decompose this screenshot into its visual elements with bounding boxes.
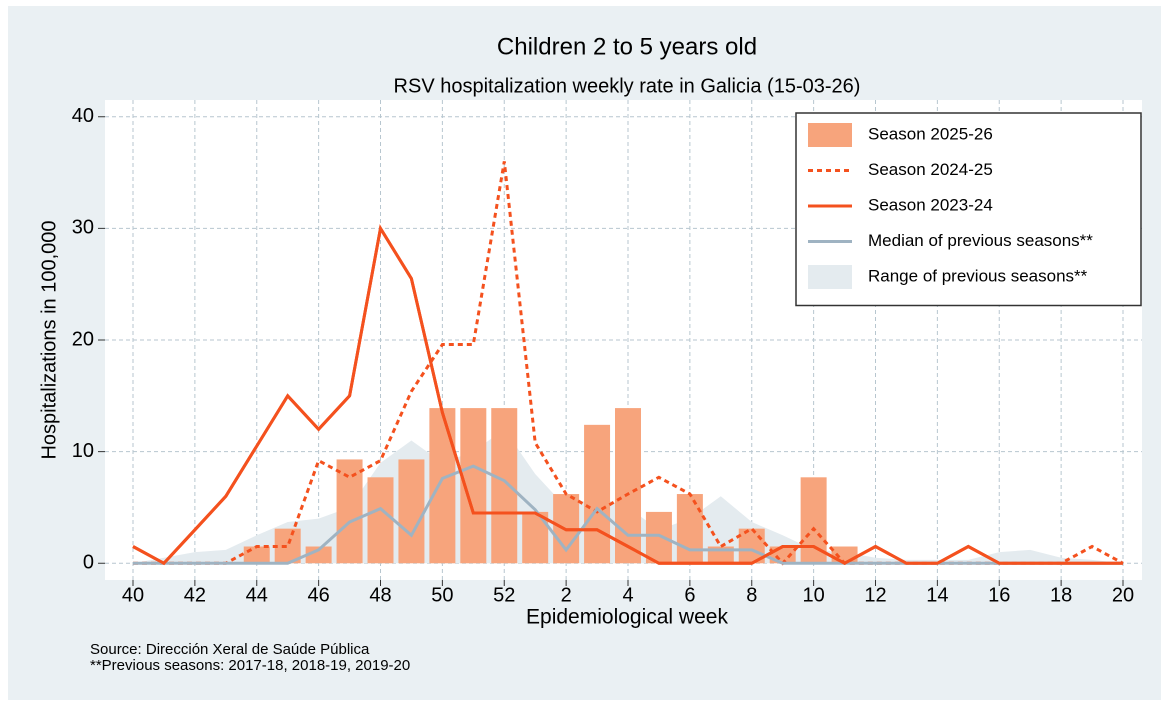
y-tick-label: 10 <box>72 440 94 462</box>
y-tick-label: 40 <box>72 105 94 127</box>
x-tick-label: 50 <box>431 584 453 606</box>
legend-label: Season 2025-26 <box>868 124 993 143</box>
y-tick-label: 30 <box>72 217 94 239</box>
legend-swatch <box>808 123 852 147</box>
line <box>133 464 1123 565</box>
bar <box>398 459 425 564</box>
chart-title: Children 2 to 5 years old <box>497 33 757 60</box>
x-tick-label: 52 <box>493 584 515 606</box>
legend-label: Range of previous seasons** <box>868 266 1088 285</box>
y-tick-label: 0 <box>83 552 94 574</box>
chart-subtitle: RSV hospitalization weekly rate in Galic… <box>394 75 861 97</box>
bar <box>429 408 456 564</box>
x-tick-label: 16 <box>988 584 1010 606</box>
bar <box>584 424 611 564</box>
previous-seasons-note: **Previous seasons: 2017-18, 2018-19, 20… <box>90 657 410 674</box>
x-tick-label: 10 <box>803 584 825 606</box>
bar <box>491 408 518 564</box>
bar <box>645 511 672 564</box>
x-tick-label: 48 <box>369 584 391 606</box>
x-tick-label: 46 <box>308 584 330 606</box>
bar <box>274 528 301 564</box>
x-tick-label: 6 <box>684 584 695 606</box>
bar <box>367 477 394 564</box>
bar <box>615 408 641 564</box>
legend-label: Season 2024-25 <box>868 160 993 179</box>
legend-swatch <box>808 265 852 289</box>
bar <box>243 546 270 564</box>
bar <box>676 494 703 564</box>
x-tick-label: 14 <box>926 584 948 606</box>
bar <box>800 477 827 564</box>
x-axis-label: Epidemiological week <box>526 606 728 629</box>
x-tick-label: 40 <box>122 584 144 606</box>
bar <box>305 546 332 564</box>
x-tick-label: 8 <box>746 584 757 606</box>
x-tick-label: 20 <box>1112 584 1134 606</box>
x-tick-label: 2 <box>561 584 572 606</box>
x-tick-label: 18 <box>1050 584 1072 606</box>
legend-label: Season 2023-24 <box>868 195 993 214</box>
x-tick-label: 42 <box>184 584 206 606</box>
x-tick-label: 44 <box>246 584 268 606</box>
x-tick-label: 12 <box>864 584 886 606</box>
y-tick-label: 20 <box>72 328 94 350</box>
source-note: Source: Dirección Xeral de Saúde Pública <box>90 641 370 658</box>
legend-box <box>795 112 1142 307</box>
bar <box>336 459 363 564</box>
y-axis-label: Hospitalizations in 100,000 <box>38 220 60 459</box>
line-overlay <box>132 224 1123 566</box>
legend-label: Median of previous seasons** <box>868 231 1093 250</box>
x-tick-label: 4 <box>622 584 633 606</box>
